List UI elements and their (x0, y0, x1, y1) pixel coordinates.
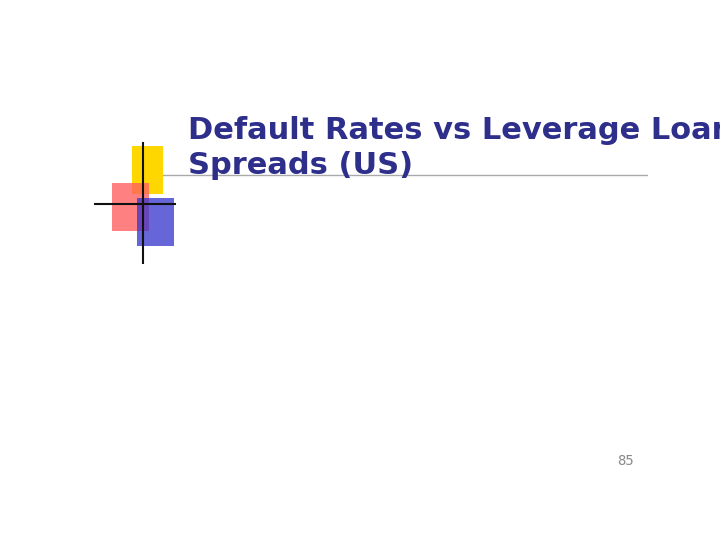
Text: Default Rates vs Leverage Loans
Spreads (US): Default Rates vs Leverage Loans Spreads … (188, 116, 720, 180)
Bar (112, 183, 148, 231)
Bar (132, 146, 163, 194)
Text: 85: 85 (617, 454, 634, 468)
Bar (138, 198, 174, 246)
